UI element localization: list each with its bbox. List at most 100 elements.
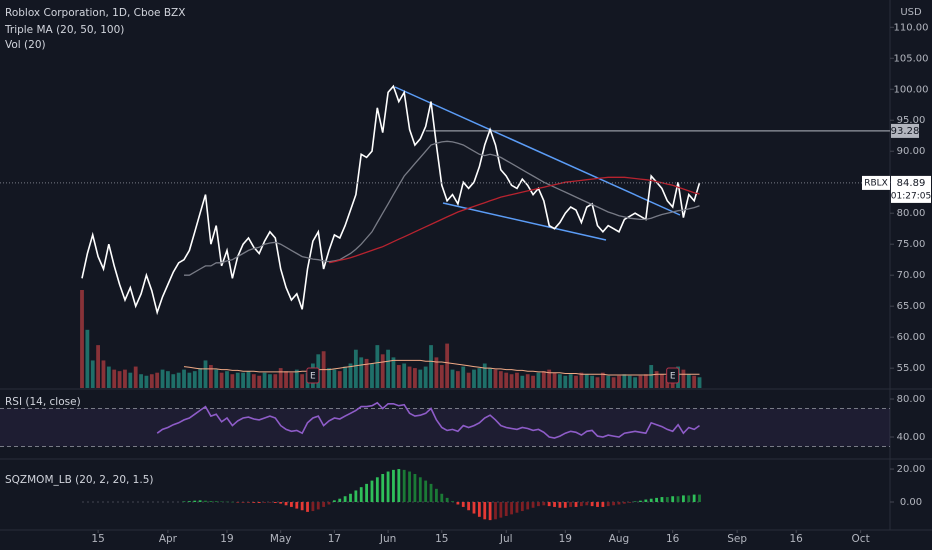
- volume-bar: [112, 369, 117, 388]
- volume-bar: [80, 290, 84, 388]
- momentum-bar: [585, 502, 589, 506]
- momentum-bar: [477, 502, 481, 517]
- volume-bar: [128, 372, 133, 388]
- series-line: [328, 176, 700, 264]
- momentum-bar: [633, 501, 637, 503]
- volume-bar: [396, 365, 401, 388]
- momentum-bar: [601, 502, 605, 507]
- volume-bar: [101, 360, 106, 388]
- volume-bar: [219, 372, 224, 388]
- volume-bar: [536, 372, 541, 388]
- momentum-bar: [655, 497, 658, 502]
- momentum-bar: [606, 502, 610, 507]
- volume-bar: [96, 345, 101, 388]
- volume-bar: [235, 372, 240, 388]
- momentum-bar: [214, 501, 218, 502]
- volume-bar: [461, 366, 466, 388]
- earnings-marker: [666, 367, 680, 384]
- symbol-tag: [862, 175, 890, 190]
- price-tag-label: 84.89: [897, 178, 926, 189]
- sqzmom-label: SQZMOM_LB (20, 2, 20, 1.5): [5, 474, 153, 486]
- momentum-bar: [504, 502, 508, 516]
- momentum-bar: [306, 502, 309, 512]
- x-tick-label: Sep: [727, 533, 747, 545]
- volume-bar: [117, 371, 122, 388]
- momentum-bar: [494, 502, 497, 520]
- momentum-bar: [537, 502, 540, 507]
- volume-bar: [386, 349, 390, 388]
- momentum-bar: [553, 502, 556, 507]
- volume-bar: [509, 374, 514, 388]
- momentum-bar: [649, 498, 653, 502]
- volume-bar: [144, 375, 149, 388]
- momentum-bar: [187, 501, 191, 502]
- momentum-bar: [386, 471, 390, 502]
- volume-bar: [230, 374, 235, 388]
- momentum-bar: [284, 502, 288, 506]
- indicator-label: Vol (20): [5, 39, 46, 51]
- momentum-bar: [295, 502, 299, 509]
- volume-bar: [697, 377, 702, 388]
- momentum-bar: [230, 501, 234, 503]
- volume-bar: [327, 368, 331, 388]
- momentum-bar: [531, 502, 535, 508]
- volume-bar: [584, 374, 589, 388]
- volume-bar: [375, 345, 380, 388]
- y-tick-label: 60.00: [897, 332, 926, 343]
- momentum-bar: [451, 501, 454, 502]
- volume-bar: [123, 369, 127, 388]
- momentum-bar: [440, 493, 444, 502]
- x-tick-label: 19: [220, 533, 233, 545]
- trendline: [394, 86, 681, 216]
- momentum-bar: [418, 477, 422, 502]
- momentum-bar: [257, 502, 261, 503]
- volume-bar: [176, 372, 181, 388]
- volume-bar: [590, 375, 595, 388]
- earnings-label: E: [310, 372, 316, 382]
- momentum-bar: [596, 502, 599, 507]
- momentum-bar: [676, 496, 680, 502]
- momentum-bar: [375, 477, 379, 502]
- momentum-bar: [682, 495, 685, 502]
- momentum-bar: [332, 500, 336, 502]
- volume-bar: [391, 357, 396, 388]
- volume-bar: [133, 366, 138, 388]
- volume-bar: [187, 372, 192, 388]
- rsi-label: RSI (14, close): [5, 396, 81, 408]
- volume-bar: [149, 374, 154, 388]
- volume-bar: [262, 372, 267, 388]
- volume-bar: [423, 366, 428, 388]
- volume-bar: [633, 377, 637, 388]
- indicator-label: Triple MA (20, 50, 100): [4, 24, 124, 36]
- price-line: [156, 401, 700, 439]
- volume-bar: [568, 374, 573, 388]
- volume-bar: [364, 358, 369, 388]
- momentum-bar: [628, 502, 632, 503]
- volume-bar: [445, 343, 450, 388]
- momentum-bar: [526, 502, 530, 510]
- volume-bar: [520, 375, 525, 388]
- momentum-bar: [252, 502, 256, 503]
- momentum-bar: [467, 502, 471, 511]
- momentum-bar: [182, 501, 186, 503]
- x-tick-label: Aug: [609, 533, 630, 545]
- volume-bar: [90, 360, 95, 388]
- momentum-bar: [639, 500, 642, 502]
- volume-bar: [493, 369, 498, 388]
- momentum-bar: [579, 502, 583, 507]
- momentum-bar: [574, 502, 578, 507]
- momentum-bar: [209, 501, 213, 502]
- momentum-bar: [349, 493, 352, 502]
- momentum-bar: [515, 502, 519, 513]
- volume-bar: [241, 372, 245, 388]
- volume-bar: [208, 365, 213, 388]
- volume-bar: [251, 374, 256, 388]
- trendline: [442, 202, 607, 241]
- momentum-bar: [300, 502, 304, 511]
- earnings-marker: [306, 367, 320, 384]
- volume-bar: [106, 366, 111, 388]
- momentum-bar: [365, 483, 369, 502]
- momentum-bar: [569, 502, 573, 507]
- momentum-bar: [204, 500, 207, 502]
- x-tick-label: 15: [91, 533, 104, 545]
